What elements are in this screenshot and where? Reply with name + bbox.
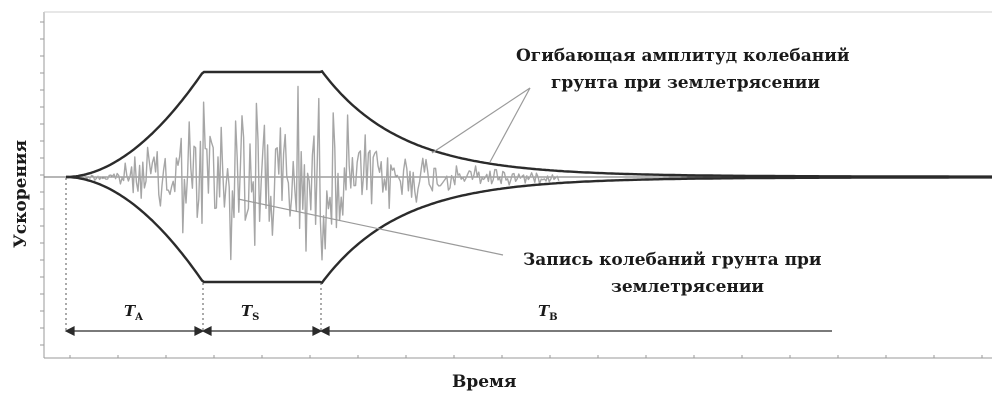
phase-boundaries [65, 178, 322, 333]
leader-envelope-1 [431, 87, 531, 154]
envelope-lower [66, 175, 992, 285]
arrowhead-ta-right [194, 326, 205, 336]
y-axis-label: Ускорения [11, 140, 31, 248]
annotation-record-line1: Запись колебаний грунта при [523, 250, 822, 270]
phase-label-ts: TS [241, 302, 259, 323]
arrowhead-ta-left [64, 326, 75, 336]
arrowhead-ts-right [312, 326, 323, 336]
phase-label-ta: TA [124, 302, 143, 323]
leader-record [237, 198, 504, 256]
arrowhead-ts-left [201, 326, 212, 336]
leader-envelope-2 [489, 87, 531, 163]
x-axis-label: Время [452, 372, 516, 392]
phase-label-tb: TB [538, 302, 558, 323]
annotation-envelope-line2: грунта при землетрясении [551, 73, 820, 93]
arrowhead-tb-left [319, 326, 330, 336]
phase-arrows [64, 326, 832, 336]
ground-motion-record [66, 85, 560, 261]
envelope-upper [66, 69, 992, 179]
leader-lines [237, 87, 531, 256]
annotation-envelope-line1: Огибающая амплитуд колебаний [516, 46, 850, 66]
annotation-record-line2: землетрясении [611, 277, 764, 297]
axis-ticks [40, 21, 983, 358]
